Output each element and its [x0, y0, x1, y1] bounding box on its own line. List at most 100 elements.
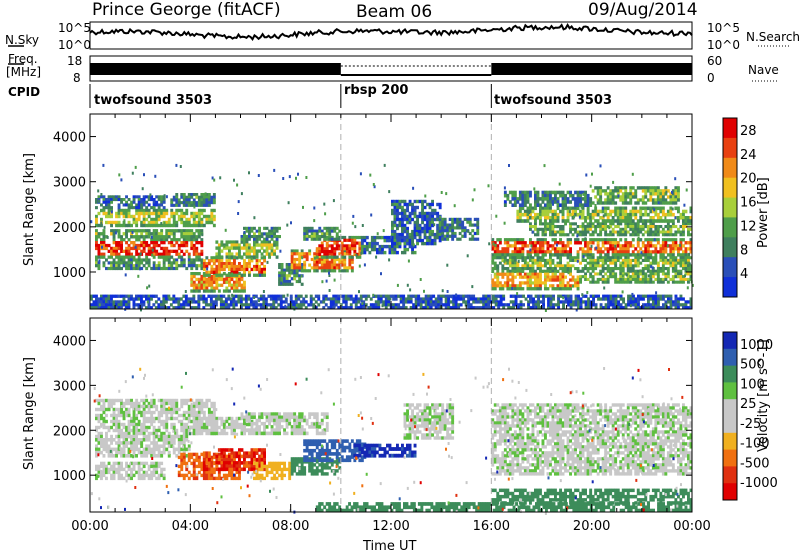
- power-cell: [95, 200, 98, 204]
- power-cell: [263, 237, 266, 241]
- power-cell: [217, 283, 221, 287]
- power-cell: [228, 249, 231, 253]
- power-cell: [431, 232, 434, 237]
- power-cell: [589, 300, 593, 304]
- power-cell: [641, 195, 645, 199]
- power-cell: [255, 273, 259, 277]
- power-cell: [175, 208, 179, 213]
- power-cell: [97, 249, 101, 253]
- power-cell: [396, 199, 399, 204]
- power-cell: [671, 212, 675, 217]
- power-cell: [177, 303, 181, 307]
- power-cell: [631, 225, 635, 229]
- power-cell: [503, 238, 507, 242]
- power-cell: [416, 223, 419, 228]
- power-speck: [248, 171, 250, 175]
- power-cell: [240, 246, 244, 250]
- power-cell: [190, 258, 194, 262]
- power-cell: [230, 270, 234, 274]
- power-cell: [195, 252, 199, 256]
- power-cell: [641, 244, 645, 248]
- power-cell: [687, 267, 690, 271]
- power-speck: [426, 305, 429, 309]
- power-cell: [581, 238, 585, 242]
- power-cell: [661, 280, 665, 284]
- power-cell: [544, 281, 547, 285]
- power-cell: [657, 297, 660, 301]
- power-cell: [110, 229, 113, 233]
- power-cell: [160, 208, 164, 213]
- power-speck: [531, 230, 534, 234]
- power-cell: [391, 208, 394, 213]
- power-cell: [634, 277, 638, 281]
- power-cell: [212, 262, 216, 266]
- power-cell: [594, 206, 598, 211]
- power-cell: [496, 256, 500, 260]
- power-cell: [248, 255, 251, 259]
- power-cell: [664, 277, 668, 281]
- power-cell: [152, 249, 156, 253]
- power-cell: [649, 192, 653, 196]
- power-cell: [566, 212, 570, 217]
- power-cell: [554, 238, 557, 242]
- power-cell: [240, 286, 244, 290]
- power-cell: [554, 253, 557, 257]
- power-cell: [666, 230, 670, 234]
- power-cell: [471, 234, 475, 238]
- power-cell: [419, 297, 423, 301]
- power-cell: [619, 297, 623, 301]
- power-speck: [328, 289, 331, 292]
- power-speck: [118, 173, 121, 177]
- power-cell: [644, 189, 648, 193]
- power-cell: [631, 222, 635, 226]
- power-speck: [665, 190, 668, 194]
- power-cell: [452, 303, 456, 307]
- power-cell: [574, 303, 578, 307]
- power-cell: [197, 264, 201, 268]
- power-cell: [115, 261, 118, 265]
- power-cell: [147, 264, 151, 268]
- power-cell: [629, 264, 633, 268]
- power-cell: [330, 266, 334, 270]
- power-cell: [549, 306, 553, 310]
- power-cell: [145, 223, 149, 228]
- power-speck: [287, 201, 290, 205]
- power-cell: [300, 252, 304, 256]
- power-cell: [662, 297, 665, 301]
- power-cell: [155, 217, 159, 222]
- power-speck: [652, 260, 655, 264]
- power-cell: [641, 269, 645, 273]
- power-cell: [197, 255, 201, 259]
- power-cell: [202, 264, 206, 269]
- power-cell: [508, 272, 512, 276]
- power-cell: [397, 294, 401, 298]
- power-cell: [484, 306, 488, 310]
- power-cell: [496, 238, 500, 242]
- vel-cell: [107, 404, 111, 409]
- power-cell: [671, 275, 675, 279]
- power-cell: [624, 256, 628, 260]
- power-cell: [300, 269, 304, 273]
- power-cell: [672, 303, 675, 307]
- power-cell: [442, 294, 446, 298]
- power-cell: [562, 300, 565, 304]
- power-cell: [215, 283, 219, 287]
- power-cell: [393, 232, 397, 237]
- power-cell: [619, 275, 623, 279]
- power-cell: [632, 297, 635, 301]
- power-cell: [579, 269, 582, 273]
- power-cell: [619, 280, 623, 284]
- power-cell: [115, 198, 118, 202]
- power-cell: [624, 186, 628, 190]
- power-speck: [439, 215, 442, 219]
- power-cell: [260, 243, 264, 247]
- power-cell: [162, 206, 166, 210]
- power-cell: [544, 219, 547, 223]
- power-cell: [217, 243, 221, 247]
- power-speck: [201, 233, 204, 237]
- power-band-13: [303, 226, 342, 241]
- power-cell: [215, 273, 219, 277]
- power-cell: [642, 294, 645, 298]
- power-speck: [576, 234, 579, 238]
- power-cell: [511, 284, 515, 288]
